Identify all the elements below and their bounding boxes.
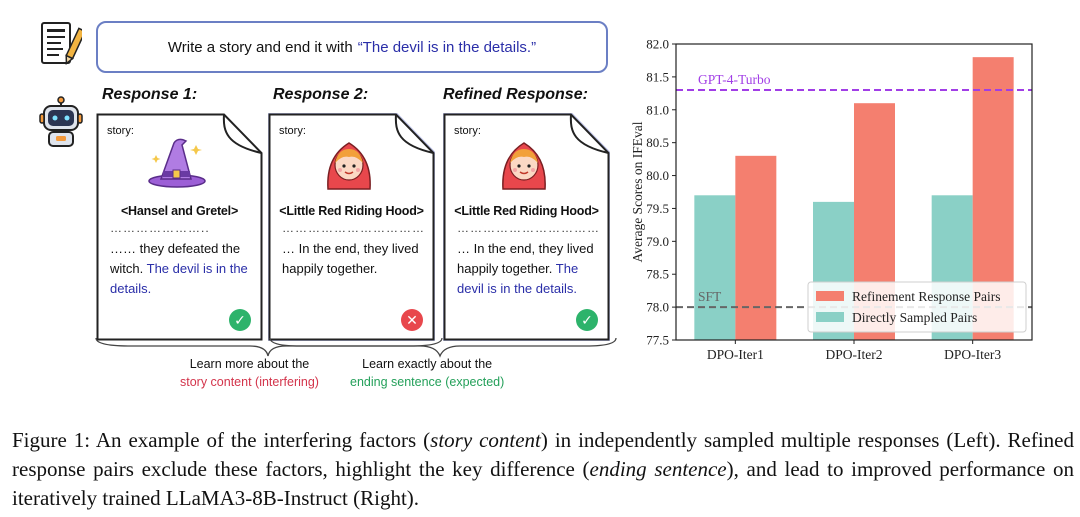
y-tick-label: 80.0 [646, 168, 669, 183]
red-riding-hood-icon [327, 142, 371, 190]
caption-emphasis-ending: ending sentence [589, 457, 727, 481]
y-tick-label: 79.5 [646, 201, 669, 216]
y-tick-label: 80.5 [646, 135, 669, 150]
y-tick-label: 82.0 [646, 37, 669, 52]
bar-refinement [735, 155, 777, 340]
ellipsis-line: …………………………… [457, 221, 600, 235]
story-ending-highlight: The devil is in the details. [110, 261, 248, 296]
y-tick-label: 81.0 [646, 102, 669, 117]
comparison-braces [95, 337, 617, 358]
story-body: …… they defeated the witch. The devil is… [110, 239, 258, 299]
annotation-left-line1: Learn more about the [189, 357, 310, 371]
y-tick-label: 81.5 [646, 69, 669, 84]
story-title: <Little Red Riding Hood> [454, 204, 599, 218]
response-2-card: story: <Little Red Riding Hood> ……………………… [268, 113, 435, 341]
prompt-box: Write a story and end it with “The devil… [96, 21, 608, 73]
paper-sheet [96, 113, 263, 341]
paper-sheet [443, 113, 610, 341]
brace-left [95, 337, 443, 357]
legend-box [807, 281, 1027, 333]
paper-sheet [268, 113, 435, 341]
chart-svg: 77.5 78.0 78.5 79.0 79.5 80.0 80.5 81.0 81.5 82.0… [630, 37, 1033, 362]
legend-swatch [816, 312, 844, 322]
bar-directly-sampled [694, 195, 736, 340]
ellipsis-line: …………………………… [282, 221, 425, 235]
annotation-right-line1: Learn exactly about the [362, 357, 493, 371]
caption-lead: Figure 1: An example of the interfering … [12, 428, 431, 452]
prompt-quote: “The devil is in the details.” [357, 38, 537, 56]
annotation-right-line2: ending sentence (expected) [350, 375, 505, 389]
y-tick-label: 78.5 [646, 267, 669, 282]
story-body-text: …… they defeated the witch. [110, 241, 241, 276]
caption-emphasis-story: story content [430, 428, 541, 452]
cross-icon: ✕ [401, 309, 423, 331]
caption-middle: ) in independently sampled multiple resp… [12, 428, 1075, 481]
check-icon: ✓ [576, 309, 598, 331]
figure-caption: Figure 1: An example of the interfering … [12, 426, 1074, 513]
x-tick-label: DPO-Iter2 [826, 347, 883, 362]
y-tick-label: 79.0 [646, 234, 669, 249]
ellipsis-line: ………………….. [110, 221, 210, 235]
story-body-text: … In the end, they lived happily togethe… [457, 241, 594, 276]
story-label: story: [279, 125, 306, 137]
red-riding-hood-icon [502, 142, 546, 190]
story-label: story: [454, 125, 481, 137]
legend-label: Refinement Response Pairs [852, 289, 1000, 304]
prompt-text: Write a story and end it with [167, 38, 353, 56]
x-tick-label: DPO-Iter1 [707, 347, 764, 362]
reference-label-sft: SFT [698, 289, 722, 304]
robot-icon [39, 96, 83, 147]
story-body-text: … In the end, they lived happily togethe… [282, 241, 419, 276]
story-label: story: [107, 125, 134, 137]
story-body: … In the end, they lived happily togethe… [282, 239, 430, 279]
response-1-heading: Response 1: [102, 86, 198, 103]
expected-annotation: Learn exactly about the ending sentence … [350, 355, 504, 391]
refined-response-card: story: <Little Red Riding Hood> ……………………… [443, 113, 610, 341]
y-tick-label: 78.0 [646, 300, 669, 315]
brace-right [269, 337, 617, 358]
caption-tail: ), and lead to improved performance on i… [12, 457, 1075, 510]
response-1-card: story: <Hansel and Gretel> ………………….. …… … [96, 113, 263, 341]
y-tick-label: 77.5 [646, 333, 669, 348]
story-body: … In the end, they lived happily togethe… [457, 239, 605, 299]
document-icon [41, 22, 82, 65]
witch-icon [148, 138, 206, 188]
legend-label: Directly Sampled Pairs [852, 310, 977, 325]
reference-label-gpt-4-turbo: GPT-4-Turbo [698, 72, 771, 87]
story-title: <Little Red Riding Hood> [279, 204, 424, 218]
check-icon: ✓ [229, 309, 251, 331]
story-title: <Hansel and Gretel> [120, 204, 239, 218]
ifeval-bar-chart: 77.5 78.0 78.5 79.0 79.5 80.0 80.5 81.0 81.5 82.0… [628, 30, 1048, 370]
plot-frame [675, 43, 1033, 341]
legend-swatch [816, 291, 844, 301]
y-axis-label: Average Scores on IFEval [630, 121, 645, 262]
annotation-left-line2: story content (interfering) [180, 375, 319, 389]
x-tick-label: DPO-Iter3 [944, 347, 1001, 362]
interfering-annotation: Learn more about the story content (inte… [180, 355, 319, 391]
refined-response-heading: Refined Response: [443, 86, 588, 103]
response-2-heading: Response 2: [273, 86, 369, 103]
story-ending-highlight: The devil is in the details. [457, 261, 579, 296]
